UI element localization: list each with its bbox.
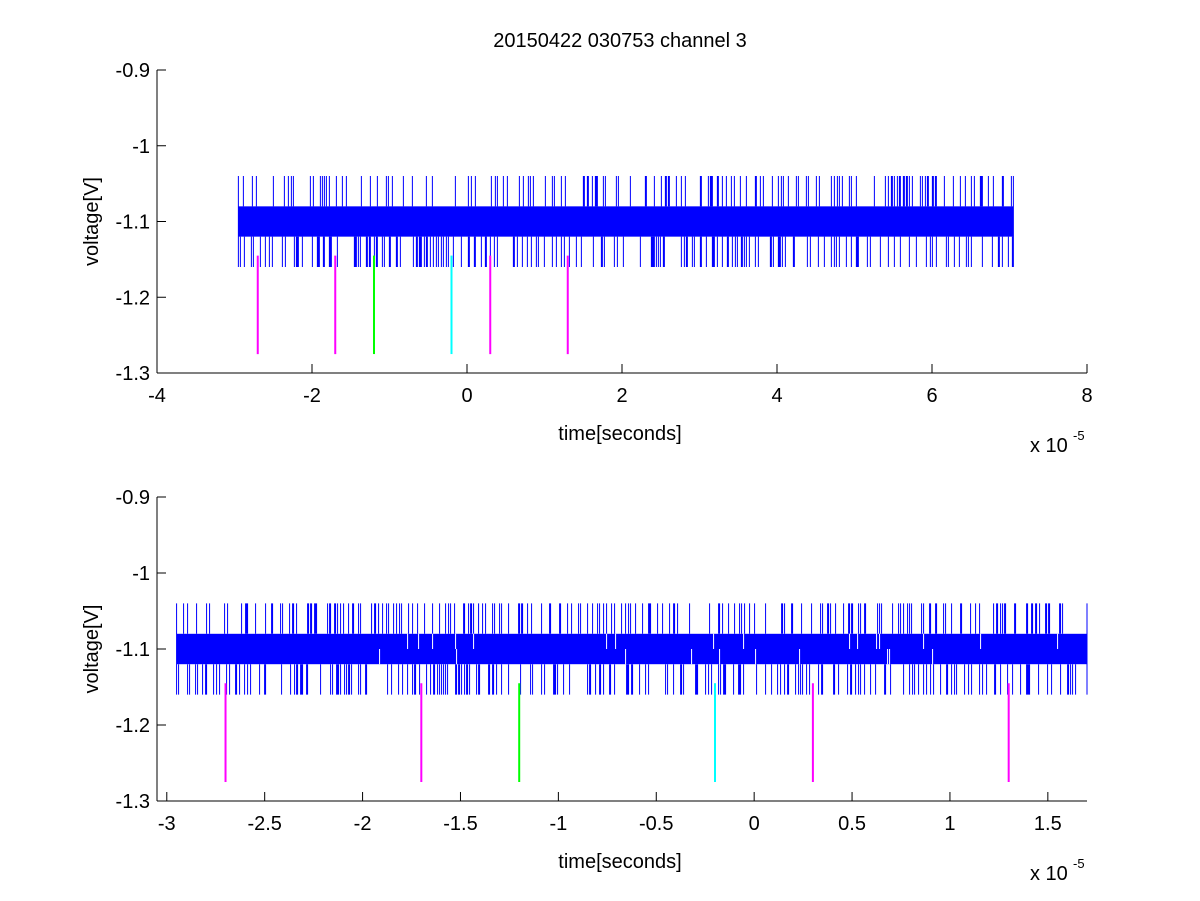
y-tick-label: -0.9 (116, 60, 150, 82)
y-tick-label: -1.2 (116, 715, 150, 737)
signal-spikes (176, 603, 1088, 695)
x-multiplier-exponent: -5 (1073, 856, 1085, 871)
y-tick-label: -1.3 (116, 363, 150, 385)
x-tick-label: 1 (944, 813, 955, 835)
x-tick-label: -2 (354, 813, 372, 835)
x-tick-label: -2.5 (247, 813, 281, 835)
y-tick-label: -0.9 (116, 487, 150, 509)
y-tick-label: -1.2 (116, 287, 150, 309)
y-axis-label: voltage[V] (81, 177, 103, 266)
y-tick-label: -1.1 (116, 212, 150, 234)
x-tick-label: -1.5 (443, 813, 477, 835)
x-tick-label: -4 (148, 385, 166, 407)
x-tick-label: 6 (926, 385, 937, 407)
y-tick-label: -1 (132, 563, 150, 585)
x-tick-label: 4 (771, 385, 782, 407)
x-tick-label: -2 (303, 385, 321, 407)
x-tick-label: -0.5 (639, 813, 673, 835)
figure-title: 20150422 030753 channel 3 (493, 30, 747, 52)
y-tick-label: -1 (132, 136, 150, 158)
x-tick-label: 1.5 (1034, 813, 1062, 835)
x-tick-label: 0 (749, 813, 760, 835)
y-tick-label: -1.1 (116, 639, 150, 661)
x-tick-label: 2 (616, 385, 627, 407)
x-tick-label: -1 (549, 813, 567, 835)
x-multiplier-label: x 10 (1030, 435, 1068, 457)
signal-spikes (237, 176, 1014, 267)
bottom-plot: -3 -2.5 -2 -1.5 -1 -0.5 0 0.5 1 1.5 -0.9 -1 -1.1 -1.2… (81, 487, 1088, 885)
x-axis-label: time[seconds] (558, 423, 681, 445)
x-tick-label: -3 (158, 813, 176, 835)
top-plot: -4 -2 0 2 4 6 8 -0.9 -1 -1.1 -1.2 -1.3 time[seconds]… (81, 60, 1093, 457)
y-axis-label: voltage[V] (81, 605, 103, 694)
x-multiplier-label: x 10 (1030, 863, 1068, 885)
signal-band (176, 633, 1087, 665)
x-multiplier-exponent: -5 (1073, 428, 1085, 443)
x-axis-label: time[seconds] (558, 851, 681, 873)
x-tick-label: 0.5 (838, 813, 866, 835)
signal-band (238, 206, 1014, 237)
signal-series (237, 176, 1014, 267)
x-tick-label: 8 (1081, 385, 1092, 407)
x-tick-label: 0 (461, 385, 472, 407)
signal-series (176, 603, 1088, 695)
signal-gaps (379, 633, 1059, 665)
y-tick-label: -1.3 (116, 791, 150, 813)
